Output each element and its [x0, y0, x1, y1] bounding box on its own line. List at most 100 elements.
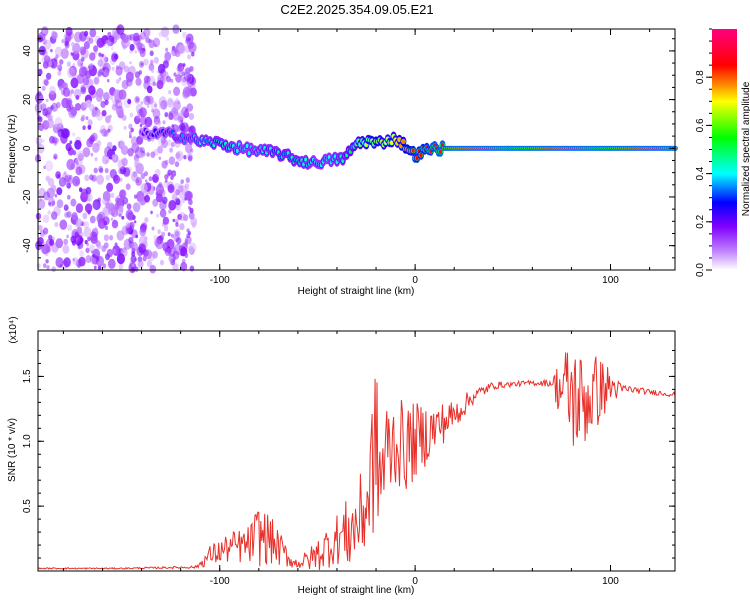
- noise-blob: [80, 86, 87, 95]
- y-tick-label: -40: [22, 238, 33, 253]
- noise-blob: [172, 171, 176, 176]
- noise-blob: [95, 255, 104, 267]
- noise-blob: [104, 39, 112, 48]
- noise-blob: [80, 84, 87, 93]
- noise-blob: [82, 212, 88, 220]
- noise-blob: [119, 189, 126, 199]
- noise-blob: [68, 174, 73, 180]
- ridge-core: [419, 152, 423, 158]
- noise-blob: [139, 152, 144, 159]
- noise-blob: [86, 99, 92, 107]
- noise-blob: [67, 99, 72, 106]
- noise-blob: [64, 40, 69, 47]
- noise-blob: [43, 79, 49, 86]
- noise-blob: [125, 221, 131, 228]
- noise-blob: [56, 199, 64, 209]
- noise-blob: [71, 212, 78, 221]
- noise-blob: [116, 24, 125, 35]
- noise-blob: [110, 217, 114, 221]
- noise-blob: [77, 153, 84, 162]
- noise-blob: [83, 221, 90, 229]
- noise-blob: [87, 119, 93, 127]
- noise-blob: [152, 81, 157, 87]
- noise-blob: [142, 113, 146, 117]
- noise-blob: [119, 90, 126, 99]
- colorbar-ticks: 0.0 0.2 0.4 0.6 0.8: [695, 28, 712, 277]
- noise-blob: [111, 154, 117, 160]
- noise-blob: [154, 169, 161, 177]
- y-tick-label: 0: [22, 145, 33, 151]
- noise-blob: [160, 100, 168, 110]
- colorbar-tick-label: 0.8: [695, 70, 706, 84]
- noise-blob: [49, 85, 56, 95]
- noise-blob: [188, 245, 194, 254]
- noise-blob: [54, 117, 63, 129]
- noise-blob: [183, 155, 187, 160]
- noise-blob: [102, 263, 107, 269]
- noise-blob: [162, 60, 169, 69]
- ridge-core: [411, 148, 415, 153]
- spectrogram-heatmap: [34, 24, 678, 274]
- noise-blob: [67, 194, 71, 200]
- noise-blob: [84, 174, 90, 182]
- noise-blob: [139, 123, 143, 128]
- noise-blob: [102, 216, 110, 226]
- noise-blob: [66, 234, 69, 239]
- noise-blob: [184, 242, 188, 247]
- noise-blob: [134, 115, 141, 125]
- noise-blob: [57, 70, 62, 76]
- noise-blob: [43, 39, 52, 50]
- noise-blob: [97, 265, 102, 271]
- noise-blob: [63, 238, 69, 246]
- noise-blob: [39, 229, 45, 237]
- noise-blob: [98, 165, 104, 173]
- noise-blob: [42, 227, 49, 235]
- noise-blob: [76, 161, 79, 166]
- noise-blob: [121, 114, 127, 121]
- noise-blob: [162, 196, 168, 204]
- noise-blob: [82, 147, 91, 158]
- noise-blob: [157, 229, 161, 234]
- noise-blob: [85, 247, 90, 254]
- noise-blob: [187, 153, 193, 161]
- noise-blob: [42, 263, 47, 268]
- noise-blob: [41, 242, 49, 252]
- noise-blob: [74, 164, 83, 175]
- colorbar-tick-label: 0.4: [695, 166, 706, 180]
- noise-blob: [188, 211, 195, 220]
- noise-blob: [75, 218, 83, 227]
- noise-blob: [168, 111, 173, 117]
- snr-line: [37, 352, 676, 570]
- noise-blob: [151, 68, 155, 73]
- noise-blob: [102, 62, 111, 73]
- noise-blob: [89, 28, 97, 38]
- noise-blob: [89, 134, 96, 143]
- noise-blob: [144, 179, 148, 183]
- noise-blob: [103, 208, 108, 215]
- x-tick-label: 100: [602, 576, 619, 587]
- noise-blob: [104, 146, 112, 158]
- noise-blob: [73, 88, 82, 99]
- ridge-core: [333, 154, 337, 159]
- noise-blob: [140, 183, 148, 194]
- spectrogram-panel: -100 0 100 -40 -20 0 20 40 Height of straight l…: [7, 24, 678, 297]
- noise-blob: [165, 248, 169, 253]
- snr-x-axis-label: Height of straight line (km): [298, 585, 415, 596]
- figure-title: C2E2.2025.354.09.05.E21: [280, 2, 433, 17]
- noise-blob: [171, 170, 177, 177]
- noise-blob: [176, 66, 180, 72]
- spectrogram-x-axis-label: Height of straight line (km): [298, 286, 415, 297]
- noise-blob: [63, 257, 71, 268]
- noise-blob: [61, 82, 67, 89]
- noise-blob: [35, 136, 43, 145]
- noise-blob: [154, 238, 161, 247]
- noise-blob: [164, 179, 168, 183]
- noise-blob: [180, 65, 183, 70]
- noise-blob: [109, 95, 114, 101]
- noise-blob: [101, 154, 110, 165]
- noise-blob: [185, 67, 191, 75]
- noise-blob: [165, 47, 169, 52]
- noise-blob: [147, 104, 150, 109]
- noise-blob: [162, 216, 170, 226]
- noise-blob: [128, 236, 134, 244]
